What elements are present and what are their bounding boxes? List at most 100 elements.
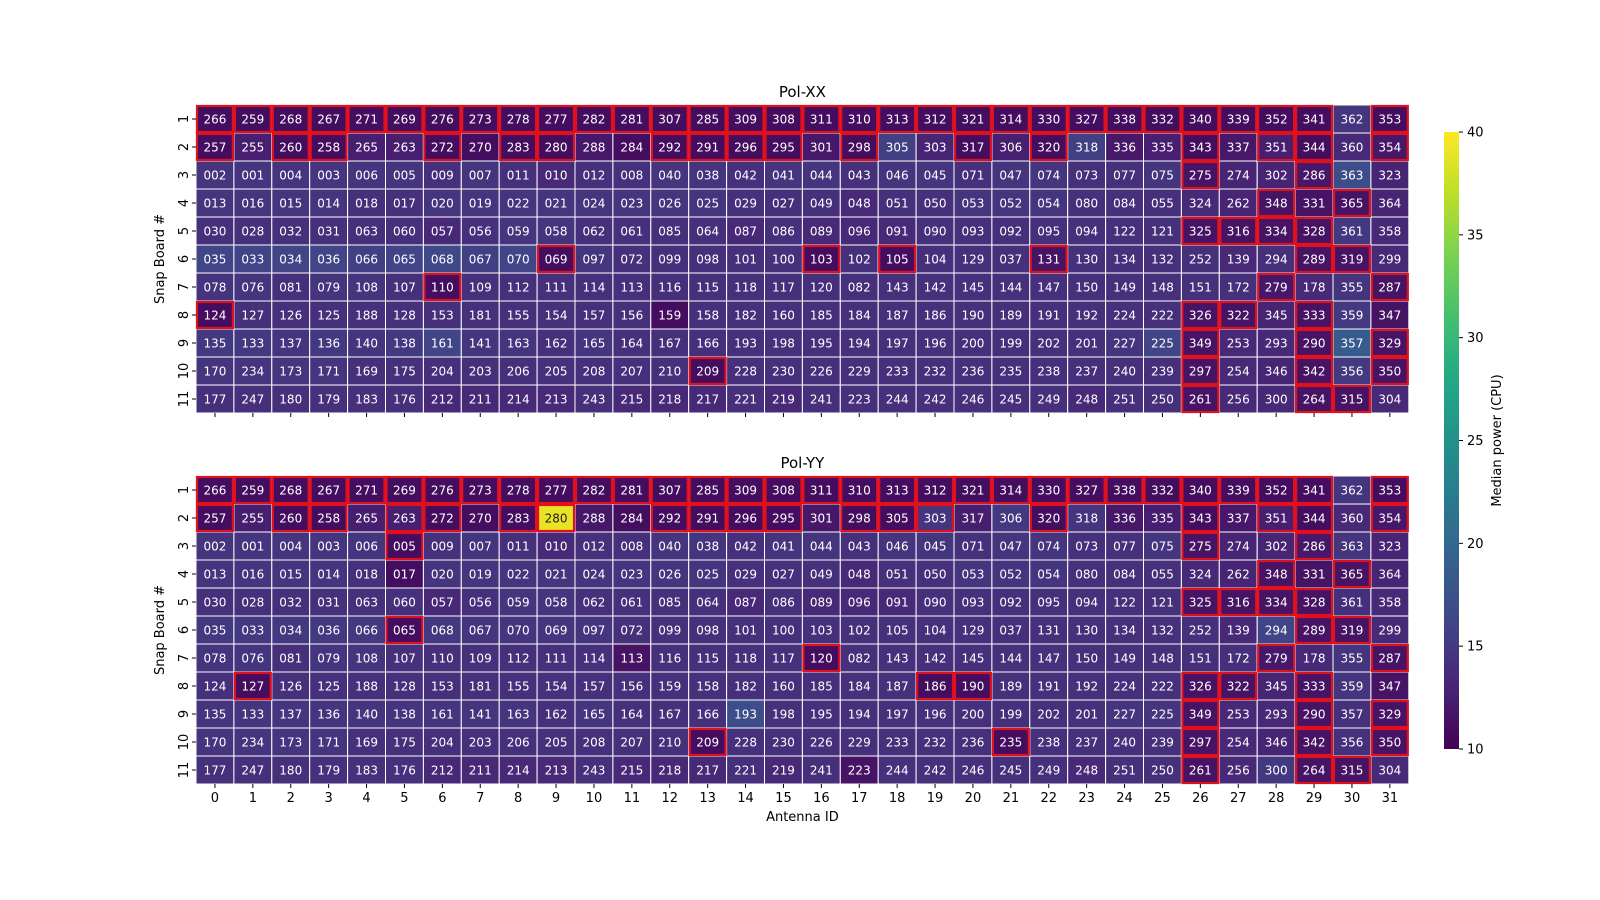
cell-annotation: 205 bbox=[545, 365, 568, 379]
cell-annotation: 309 bbox=[734, 113, 757, 127]
cell-annotation: 046 bbox=[886, 540, 909, 554]
cell-annotation: 207 bbox=[620, 736, 643, 750]
heatmap-cell bbox=[233, 104, 273, 134]
heatmap-cell bbox=[688, 475, 728, 505]
cell-annotation: 138 bbox=[393, 337, 416, 351]
flagged-cell-outline bbox=[840, 132, 879, 162]
heatmap-cell bbox=[991, 132, 1031, 162]
cell-annotation: 225 bbox=[1151, 337, 1174, 351]
flagged-cell-outline bbox=[1029, 244, 1068, 274]
flagged-cell-outline bbox=[1332, 615, 1372, 645]
heatmap-cell bbox=[233, 188, 273, 218]
heatmap-cell bbox=[688, 272, 728, 302]
heatmap-cell bbox=[422, 559, 462, 589]
cell-annotation: 047 bbox=[999, 540, 1022, 554]
cell-annotation: 074 bbox=[1037, 540, 1060, 554]
cell-annotation: 055 bbox=[1151, 568, 1174, 582]
cell-annotation: 108 bbox=[355, 652, 378, 666]
heatmap-cell bbox=[347, 615, 387, 645]
heatmap-cell bbox=[801, 559, 841, 589]
cell-annotation: 218 bbox=[658, 764, 681, 778]
cell-annotation: 228 bbox=[734, 365, 757, 379]
heatmap-cell bbox=[460, 587, 500, 617]
heatmap-cell bbox=[612, 559, 652, 589]
cell-annotation: 303 bbox=[924, 512, 947, 526]
flagged-cell-outline bbox=[1257, 104, 1296, 134]
cell-annotation: 187 bbox=[886, 680, 909, 694]
cell-annotation: 110 bbox=[431, 281, 454, 295]
flagged-cell-outline bbox=[1105, 475, 1144, 505]
y-tick-label: 6 bbox=[177, 626, 192, 634]
cell-annotation: 255 bbox=[241, 512, 264, 526]
cell-annotation: 058 bbox=[545, 596, 568, 610]
cell-annotation: 288 bbox=[582, 141, 605, 155]
flagged-cell-outline bbox=[1294, 699, 1334, 729]
heatmap-cell bbox=[839, 615, 879, 645]
heatmap-cell bbox=[688, 503, 728, 533]
flagged-cell-outline bbox=[1370, 132, 1409, 162]
cell-annotation: 275 bbox=[1189, 169, 1212, 183]
flagged-cell-outline bbox=[1219, 216, 1258, 246]
cell-annotation: 095 bbox=[1037, 225, 1060, 239]
flagged-cell-outline bbox=[423, 503, 462, 533]
cell-annotation: 347 bbox=[1378, 680, 1401, 694]
cell-annotation: 098 bbox=[696, 253, 719, 267]
cell-annotation: 107 bbox=[393, 652, 416, 666]
cell-annotation: 012 bbox=[582, 540, 605, 554]
heatmap-cell bbox=[385, 244, 424, 274]
cell-annotation: 121 bbox=[1151, 596, 1174, 610]
cell-annotation: 177 bbox=[203, 764, 226, 778]
cell-annotation: 059 bbox=[507, 596, 530, 610]
heatmap-cell bbox=[991, 503, 1031, 533]
heatmap-cell bbox=[1029, 216, 1069, 246]
heatmap-cell bbox=[195, 272, 235, 302]
flagged-cell-outline bbox=[1294, 475, 1334, 505]
cell-annotation: 073 bbox=[1075, 169, 1098, 183]
heatmap-cell bbox=[195, 727, 235, 757]
cell-annotation: 091 bbox=[886, 596, 909, 610]
cell-annotation: 160 bbox=[772, 680, 795, 694]
heatmap-cell bbox=[1105, 755, 1144, 785]
cell-annotation: 028 bbox=[241, 225, 264, 239]
cell-annotation: 237 bbox=[1075, 365, 1098, 379]
cell-annotation: 297 bbox=[1189, 736, 1212, 750]
cell-annotation: 112 bbox=[507, 652, 530, 666]
cell-annotation: 113 bbox=[620, 652, 643, 666]
cell-annotation: 280 bbox=[545, 512, 568, 526]
cell-annotation: 017 bbox=[393, 568, 416, 582]
x-tick-label: 18 bbox=[889, 791, 906, 806]
cell-annotation: 221 bbox=[734, 393, 757, 407]
cell-annotation: 271 bbox=[355, 113, 378, 127]
cell-annotation: 114 bbox=[582, 652, 605, 666]
heatmap-cell bbox=[271, 384, 311, 414]
cell-annotation: 326 bbox=[1189, 680, 1212, 694]
cell-annotation: 327 bbox=[1075, 113, 1098, 127]
cell-annotation: 092 bbox=[999, 225, 1022, 239]
flagged-cell-outline bbox=[1332, 755, 1372, 785]
heatmap-cell bbox=[991, 643, 1031, 673]
cell-annotation: 292 bbox=[658, 141, 681, 155]
cell-annotation: 244 bbox=[886, 764, 909, 778]
cell-annotation: 200 bbox=[961, 708, 984, 722]
cell-annotation: 040 bbox=[658, 540, 681, 554]
heatmap-cell bbox=[612, 531, 652, 561]
cell-annotation: 045 bbox=[924, 169, 947, 183]
cell-annotation: 127 bbox=[241, 309, 264, 323]
cell-annotation: 339 bbox=[1227, 113, 1250, 127]
cell-annotation: 016 bbox=[241, 197, 264, 211]
cell-annotation: 271 bbox=[355, 484, 378, 498]
flagged-cell-outline bbox=[1370, 356, 1409, 386]
cell-annotation: 009 bbox=[431, 540, 454, 554]
heatmap-cell bbox=[271, 216, 311, 246]
heatmap-cell bbox=[347, 272, 387, 302]
flagged-cell-outline bbox=[878, 244, 917, 274]
cell-annotation: 124 bbox=[203, 309, 226, 323]
cell-annotation: 044 bbox=[810, 169, 833, 183]
y-tick-label: 4 bbox=[177, 199, 192, 207]
cell-annotation: 201 bbox=[1075, 337, 1098, 351]
heatmap-cell bbox=[460, 699, 500, 729]
heatmap-cell bbox=[650, 132, 690, 162]
cell-annotation: 196 bbox=[924, 708, 947, 722]
cell-annotation: 159 bbox=[658, 680, 681, 694]
cell-annotation: 346 bbox=[1265, 736, 1288, 750]
